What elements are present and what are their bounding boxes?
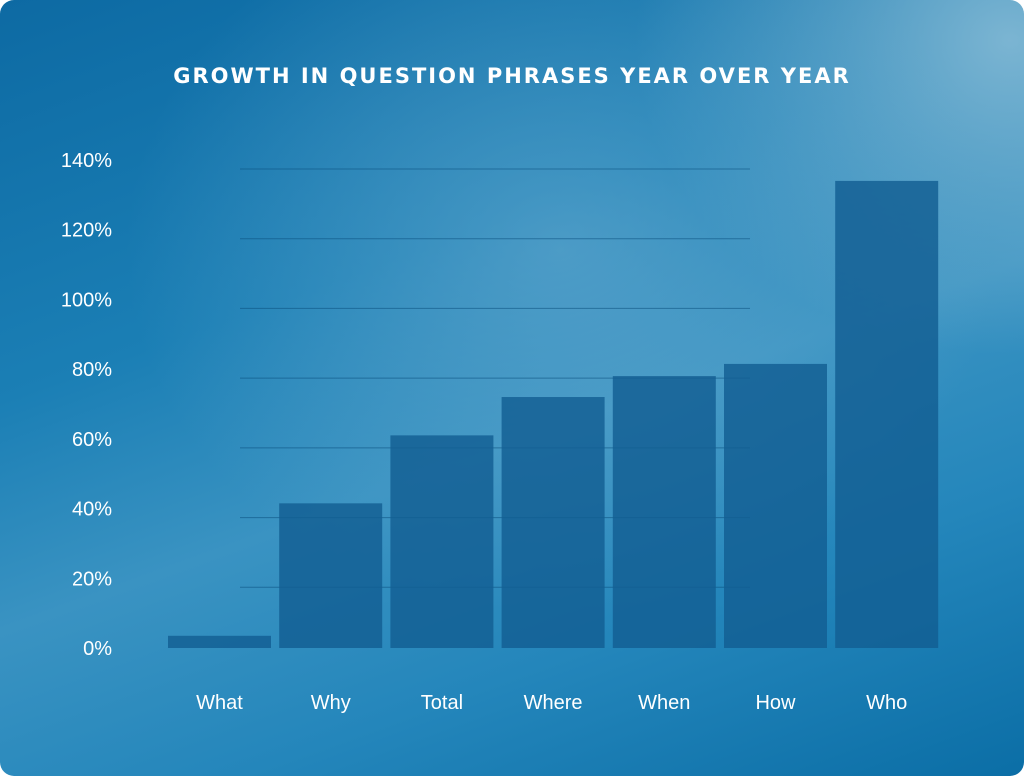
bar-when [612, 376, 716, 648]
bar-where [501, 397, 605, 648]
y-tick-label: 80% [72, 359, 112, 381]
bar-why [279, 503, 383, 648]
bar-how [724, 363, 827, 648]
x-tick-label-when: When [638, 692, 690, 714]
y-tick-label: 20% [72, 568, 112, 590]
x-tick-label-what: What [196, 692, 243, 714]
bars [168, 180, 939, 648]
bar-who [835, 180, 939, 648]
bar-total [390, 435, 494, 648]
x-tick-label-how: How [755, 692, 796, 714]
y-tick-label: 120% [61, 220, 112, 242]
y-axis-tick-labels: 0% 20% 40% 60% 80% 100% 120% 140% [61, 150, 112, 660]
chart-title: GROWTH IN QUESTION PHRASES YEAR OVER YEA… [173, 64, 851, 88]
x-axis-tick-labels: What Why Total Where When How Who [196, 692, 907, 714]
y-tick-label: 40% [72, 499, 112, 521]
y-tick-label: 0% [83, 638, 112, 660]
x-tick-label-who: Who [866, 692, 907, 714]
bar-what [168, 635, 271, 648]
y-tick-label: 100% [61, 289, 112, 311]
x-tick-label-total: Total [421, 692, 463, 714]
x-tick-label-where: Where [524, 692, 583, 714]
y-tick-label: 140% [61, 150, 112, 172]
y-tick-label: 60% [72, 429, 112, 451]
x-tick-label-why: Why [311, 692, 351, 714]
